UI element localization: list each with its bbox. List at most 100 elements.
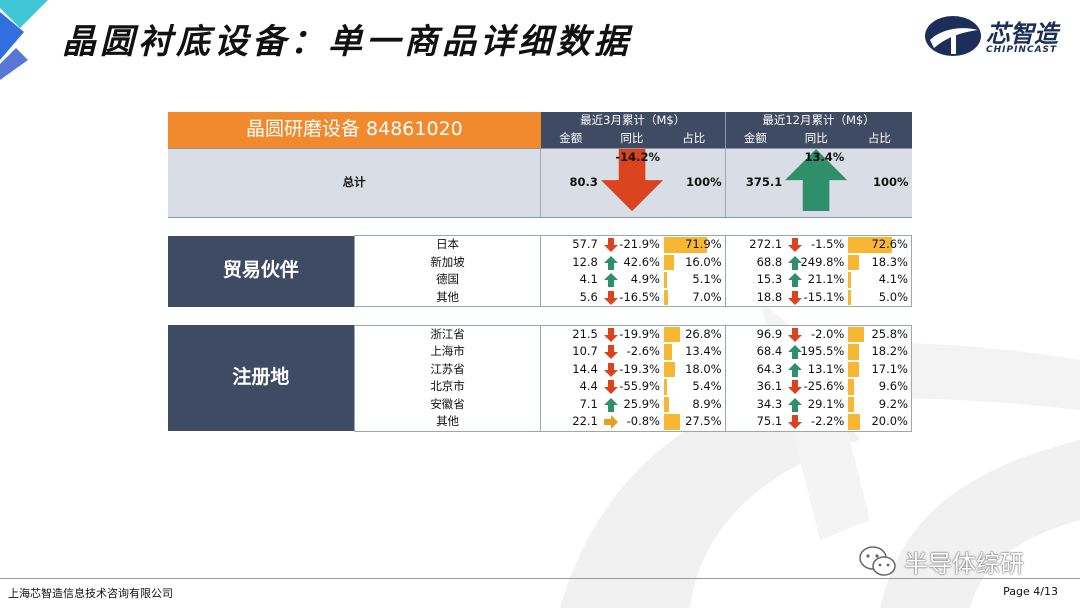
wechat-icon xyxy=(859,545,896,576)
share-bar xyxy=(663,414,681,430)
product-header: 晶圆研磨设备 84861020 xyxy=(168,112,541,149)
share-value: 5.0% xyxy=(878,289,908,304)
yoy-value: -19.3% xyxy=(619,361,660,376)
amount-3m: 12.8 xyxy=(540,253,601,272)
amount-3m: 4.1 xyxy=(540,271,601,289)
yoy-cell: 249.8% xyxy=(785,253,848,272)
total-amount: 375.1 xyxy=(724,148,786,218)
header-row-periods: 晶圆研磨设备 84861020 最近3月累计（M$） 最近12月累计（M$） xyxy=(168,112,912,149)
share-cell: 18.3% xyxy=(847,253,913,272)
share-value: 8.9% xyxy=(692,396,722,411)
share-bar xyxy=(663,326,681,343)
arrow-up-icon xyxy=(603,273,618,288)
arrow-up-icon xyxy=(788,362,803,377)
share-cell: 71.9% xyxy=(662,235,726,254)
share-value: 13.4% xyxy=(685,344,722,359)
amount-3m: 7.1 xyxy=(540,395,601,414)
share-bar xyxy=(663,237,708,253)
share-bar xyxy=(663,379,668,395)
share-bar xyxy=(663,254,674,271)
arrow-right-icon xyxy=(603,415,618,430)
share-cell: 18.2% xyxy=(847,343,913,361)
yoy-cell: -19.3% xyxy=(600,360,663,379)
yoy-value: -1.5% xyxy=(810,237,845,252)
col-header-yoy: 同比 xyxy=(600,129,663,149)
share-cell: 7.0% xyxy=(662,288,726,308)
share-cell: 8.9% xyxy=(662,395,726,414)
row-name: 其他 xyxy=(353,413,542,432)
yoy-cell: 42.6% xyxy=(600,253,663,272)
share-cell: 18.0% xyxy=(662,360,726,379)
arrow-up-icon xyxy=(603,397,618,412)
yoy-cell: -2.6% xyxy=(600,343,663,361)
yoy-cell: -2.2% xyxy=(785,413,848,432)
footer-divider xyxy=(0,578,1080,579)
share-cell: 17.1% xyxy=(847,360,913,379)
logo-name: 芯智造 xyxy=(986,20,1058,48)
share-value: 9.6% xyxy=(878,379,908,394)
amount-12m: 34.3 xyxy=(724,395,786,414)
share-value: 9.2% xyxy=(878,396,908,411)
yoy-value: -21.9% xyxy=(619,237,660,252)
share-value: 18.3% xyxy=(871,254,908,269)
header-row-columns: 金额 同比 占比 金额 同比 占比 xyxy=(168,129,912,149)
share-cell: 20.0% xyxy=(847,413,913,432)
amount-3m: 10.7 xyxy=(540,343,601,361)
arrow-down-icon xyxy=(788,290,803,305)
period-12m-header: 最近12月累计（M$） xyxy=(724,112,912,130)
row-name: 北京市 xyxy=(353,378,542,396)
yoy-cell: 25.9% xyxy=(600,395,663,414)
share-value: 72.6% xyxy=(871,237,908,252)
yoy-value: 42.6% xyxy=(623,254,660,269)
arrow-up-icon xyxy=(788,345,803,360)
amount-3m: 22.1 xyxy=(540,413,601,432)
yoy-cell: -21.9% xyxy=(600,235,663,254)
yoy-cell: -1.5% xyxy=(785,235,848,254)
row-name: 其他 xyxy=(353,288,542,308)
row-name: 日本 xyxy=(353,235,542,254)
share-value: 7.0% xyxy=(692,289,722,304)
yoy-cell: -2.0% xyxy=(785,324,848,344)
share-cell: 16.0% xyxy=(662,253,726,272)
yoy-value: -25.6% xyxy=(803,379,845,394)
yoy-cell: 13.1% xyxy=(785,360,848,379)
yoy-value: -16.5% xyxy=(619,289,660,304)
product-data-table: 晶圆研磨设备 84861020 最近3月累计（M$） 最近12月累计（M$） 金额 同比… xyxy=(168,112,913,432)
amount-12m: 68.8 xyxy=(724,253,786,272)
share-value: 20.0% xyxy=(871,414,908,429)
period-3m-header: 最近3月累计（M$） xyxy=(540,112,726,130)
share-value: 71.9% xyxy=(685,237,722,252)
yoy-value: 25.9% xyxy=(623,396,660,411)
amount-12m: 15.3 xyxy=(724,271,786,289)
total-yoy: -14.2% xyxy=(600,148,663,218)
share-bar xyxy=(848,396,854,413)
share-cell: 9.6% xyxy=(847,378,913,396)
share-value: 5.4% xyxy=(692,379,722,394)
share-bar xyxy=(663,396,670,413)
total-row: 总计 80.3 -14.2% 100% 375.1 13.4% 100% xyxy=(168,148,912,218)
yoy-value: 21.1% xyxy=(807,272,845,287)
table-row: 江苏省 14.4 -19.3% 18.0% 64.3 13.1% 17.1% xyxy=(168,360,913,379)
share-value: 5.1% xyxy=(692,272,722,287)
yoy-value: -19.9% xyxy=(619,326,660,341)
yoy-cell: 21.1% xyxy=(785,271,848,289)
logo-mark-icon xyxy=(925,16,981,56)
yoy-cell: 195.5% xyxy=(785,343,848,361)
table-row: 安徽省 7.1 25.9% 8.9% 34.3 29.1% 9.2% xyxy=(168,395,913,414)
table-row: 上海市 10.7 -2.6% 13.4% 68.4 195.5% 18.2% xyxy=(168,343,913,361)
share-cell: 13.4% xyxy=(662,343,726,361)
row-name: 上海市 xyxy=(353,343,542,361)
col-header-share: 占比 xyxy=(847,129,912,149)
company-logo: 芯智造 CHIPINCAST xyxy=(924,12,1068,62)
arrow-up-icon xyxy=(788,273,803,288)
row-name: 安徽省 xyxy=(353,395,542,414)
arrow-down-icon xyxy=(788,380,803,395)
yoy-value: -55.9% xyxy=(619,379,660,394)
share-value: 26.8% xyxy=(685,326,722,341)
logo-subtitle: CHIPINCAST xyxy=(986,45,1058,55)
spacer-row xyxy=(168,217,912,236)
yoy-value: 195.5% xyxy=(800,344,845,359)
arrow-down-icon xyxy=(600,149,663,212)
table-row: 北京市 4.4 -55.9% 5.4% 36.1 -25.6% 9.6% xyxy=(168,378,913,396)
share-bar xyxy=(663,344,673,360)
